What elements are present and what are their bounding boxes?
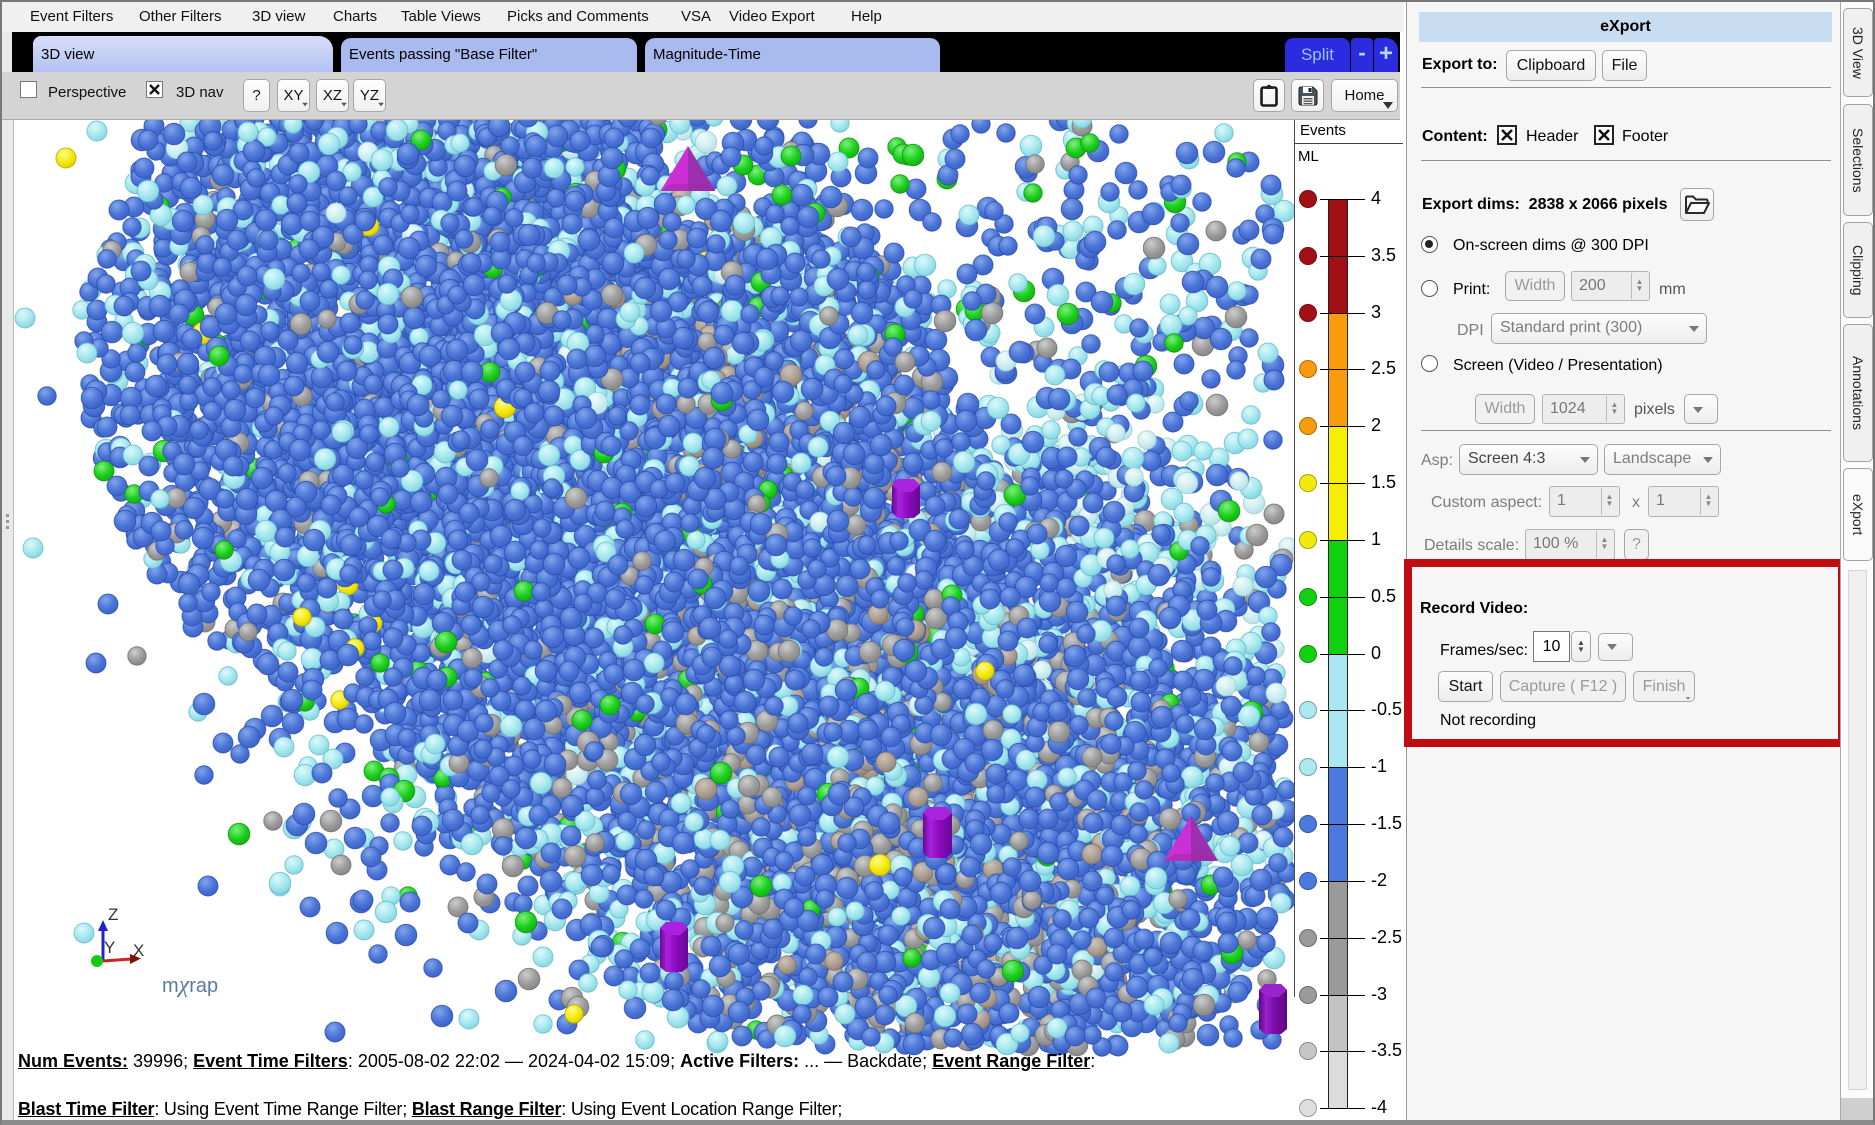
svg-text:Y: Y — [104, 938, 115, 957]
svg-text:Z: Z — [108, 905, 118, 924]
